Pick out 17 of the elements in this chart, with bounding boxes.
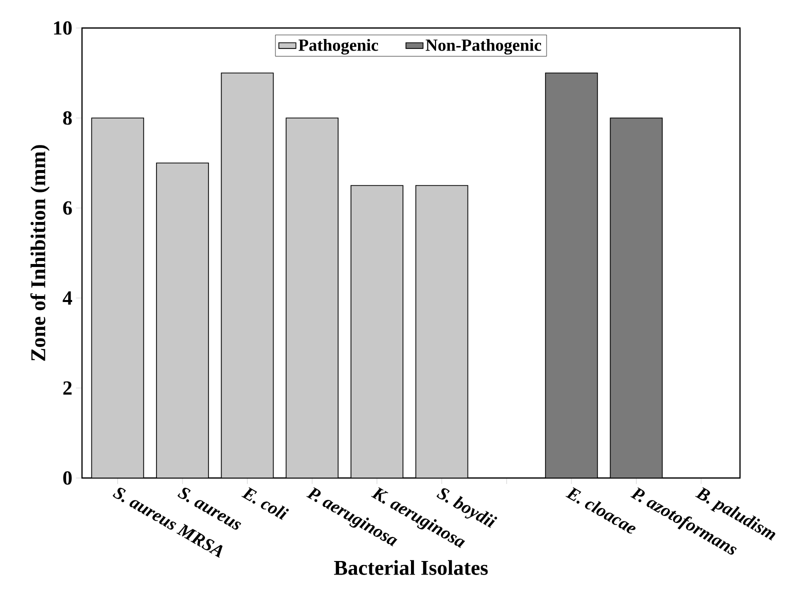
bar bbox=[350, 185, 404, 478]
legend-label: Non-Pathogenic bbox=[426, 38, 542, 54]
x-axis-title: Bacterial Isolates bbox=[334, 560, 488, 575]
bar bbox=[156, 162, 209, 478]
y-tick-label: 6 bbox=[63, 201, 72, 215]
bar bbox=[286, 118, 339, 478]
bar bbox=[220, 72, 274, 478]
y-tick-label: 4 bbox=[62, 291, 72, 305]
bar bbox=[91, 118, 144, 478]
y-tick-label: 8 bbox=[63, 111, 72, 125]
y-axis-title: Zone of Inhibition (mm) bbox=[30, 145, 50, 361]
bar bbox=[415, 185, 468, 478]
y-tick-label: 2 bbox=[63, 381, 72, 395]
y-tick-label: 0 bbox=[63, 471, 72, 485]
x-tick-label: E. coli bbox=[241, 487, 289, 520]
y-tick-label: 10 bbox=[54, 21, 72, 35]
legend-label: Pathogenic bbox=[298, 38, 378, 54]
